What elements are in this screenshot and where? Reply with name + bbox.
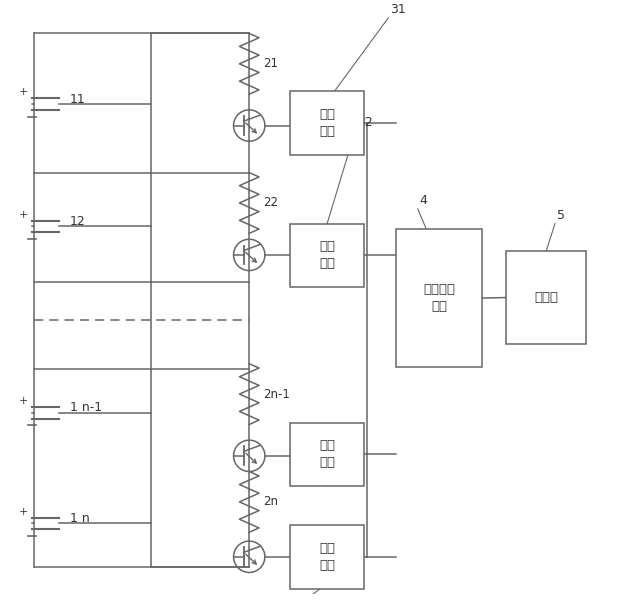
Text: +: + bbox=[19, 87, 28, 97]
Text: +: + bbox=[19, 506, 28, 517]
Text: 串行转换
模块: 串行转换 模块 bbox=[423, 283, 456, 313]
Bar bbox=[290, 91, 364, 155]
Text: 隔离
模块: 隔离 模块 bbox=[319, 241, 335, 271]
Text: 11: 11 bbox=[70, 92, 85, 106]
Text: 2n-1: 2n-1 bbox=[263, 388, 290, 401]
Bar bbox=[396, 229, 482, 367]
Text: 1 n-1: 1 n-1 bbox=[70, 401, 102, 414]
Text: 隔离
模块: 隔离 模块 bbox=[319, 542, 335, 572]
Text: +: + bbox=[19, 209, 28, 220]
Text: 5: 5 bbox=[557, 209, 565, 221]
Text: 隔离
模块: 隔离 模块 bbox=[319, 439, 335, 469]
Text: 31: 31 bbox=[391, 3, 406, 16]
Text: 隔离
模块: 隔离 模块 bbox=[319, 108, 335, 138]
Text: 32: 32 bbox=[357, 116, 373, 130]
Text: 2n: 2n bbox=[263, 496, 278, 508]
Bar bbox=[290, 422, 364, 486]
Bar bbox=[506, 251, 586, 344]
Text: +: + bbox=[19, 396, 28, 406]
Text: 22: 22 bbox=[263, 196, 278, 209]
Text: 21: 21 bbox=[263, 58, 278, 70]
Bar bbox=[290, 224, 364, 287]
Text: 3n-1: 3n-1 bbox=[335, 449, 363, 462]
Text: 1 n: 1 n bbox=[70, 512, 90, 525]
Text: 12: 12 bbox=[70, 215, 85, 228]
Bar bbox=[290, 526, 364, 589]
Text: 控制器: 控制器 bbox=[534, 291, 558, 304]
Text: 4: 4 bbox=[420, 194, 428, 207]
